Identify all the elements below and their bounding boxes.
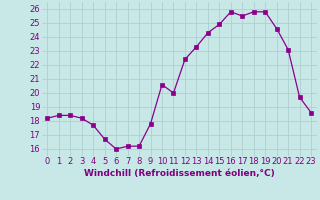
X-axis label: Windchill (Refroidissement éolien,°C): Windchill (Refroidissement éolien,°C) [84,169,275,178]
